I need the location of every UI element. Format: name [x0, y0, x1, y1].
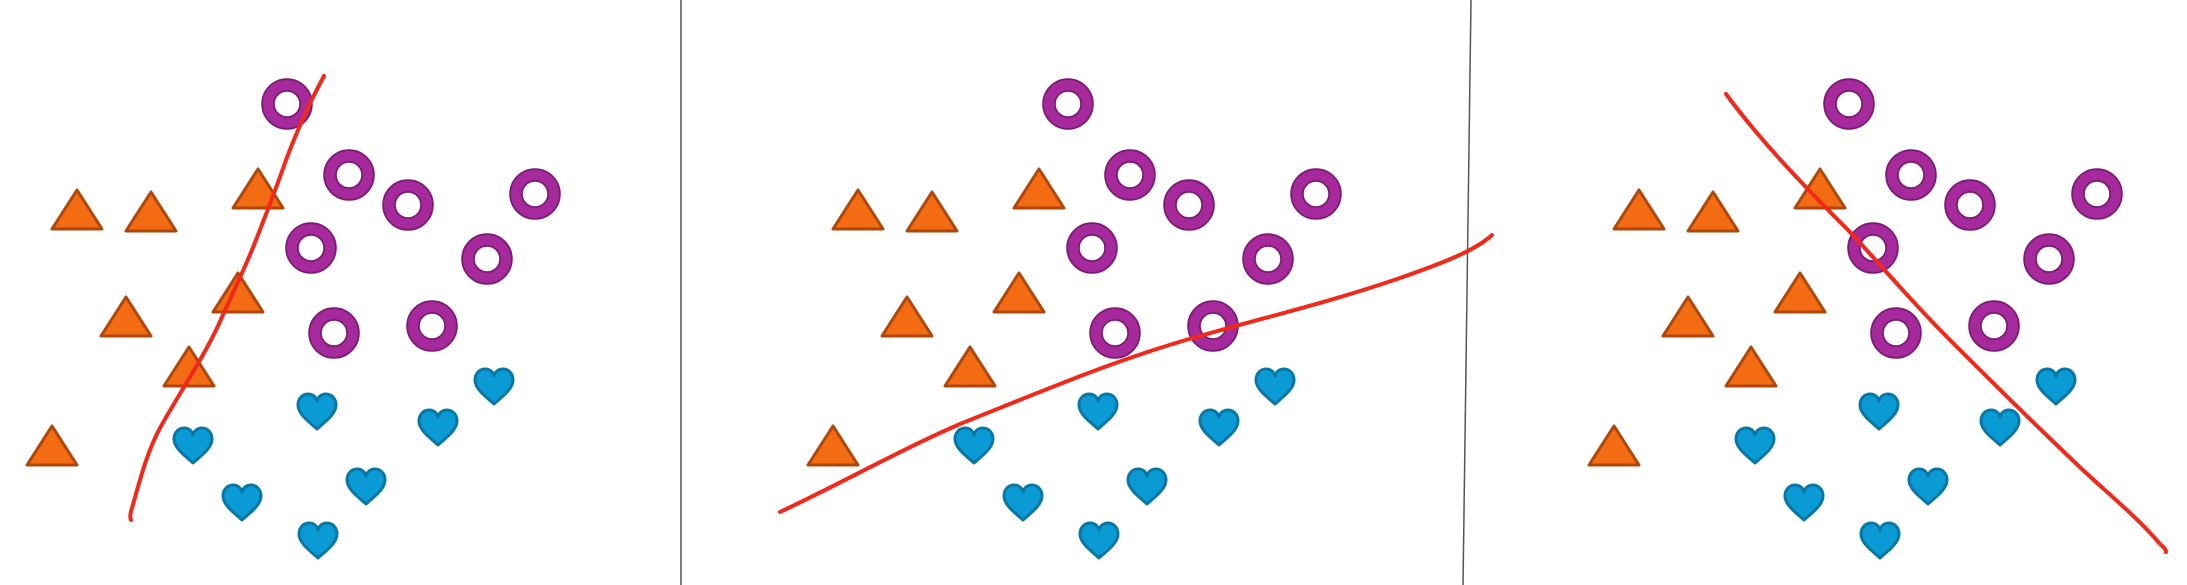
- panel-divider-2: [1462, 0, 1472, 585]
- ring-icon: [1194, 307, 1232, 345]
- triangle-icon: [880, 295, 934, 338]
- heart-icon: [1859, 521, 1901, 560]
- heart-icon: [2035, 367, 2077, 406]
- ring-icon: [389, 186, 427, 224]
- ring-icon: [2078, 175, 2116, 213]
- ring-icon: [1049, 85, 1087, 123]
- triangle-icon: [1612, 188, 1666, 231]
- heart-icon: [473, 367, 515, 406]
- heart-icon: [296, 392, 338, 431]
- ring-icon: [1249, 240, 1287, 278]
- ring-icon: [268, 85, 306, 123]
- triangle-icon: [50, 188, 104, 231]
- decision-boundary-shallow-line: [778, 233, 1494, 514]
- ring-icon: [1951, 186, 1989, 224]
- heart-icon: [1002, 483, 1044, 522]
- ring-icon: [468, 240, 506, 278]
- heart-icon: [1078, 521, 1120, 560]
- triangle-icon: [1012, 167, 1066, 210]
- ring-icon: [292, 229, 330, 267]
- heart-icon: [417, 408, 459, 447]
- panel-1: [25, 74, 554, 560]
- triangle-icon: [806, 424, 860, 467]
- triangle-icon: [1661, 295, 1715, 338]
- heart-icon: [1254, 367, 1296, 406]
- heart-icon: [1907, 467, 1949, 506]
- heart-icon: [953, 426, 995, 465]
- ring-icon: [516, 175, 554, 213]
- ring-icon: [315, 314, 353, 352]
- heart-icon: [1858, 392, 1900, 431]
- panel-2: [778, 85, 1494, 560]
- ring-icon: [1170, 186, 1208, 224]
- heart-icon: [172, 426, 214, 465]
- ring-icon: [1111, 156, 1149, 194]
- ring-icon: [413, 307, 451, 345]
- heart-icon: [1198, 408, 1240, 447]
- triangle-icon: [992, 271, 1046, 314]
- triangle-icon: [1724, 345, 1778, 388]
- triangle-icon: [1773, 271, 1827, 314]
- heart-icon: [1734, 426, 1776, 465]
- ring-icon: [1073, 229, 1111, 267]
- triangle-icon: [124, 190, 178, 233]
- decision-boundary-steep-line: [128, 74, 326, 522]
- triangle-icon: [25, 424, 79, 467]
- triangle-icon: [943, 345, 997, 388]
- ring-icon: [2030, 240, 2068, 278]
- ring-icon: [1892, 156, 1930, 194]
- ring-icon: [1975, 307, 2013, 345]
- heart-icon: [1126, 467, 1168, 506]
- ring-icon: [1096, 314, 1134, 352]
- heart-icon: [1077, 392, 1119, 431]
- triangle-icon: [99, 295, 153, 338]
- ring-icon: [1877, 314, 1915, 352]
- decision-boundary-diagonal-line: [1724, 92, 2168, 554]
- heart-icon: [345, 467, 387, 506]
- ring-icon: [1297, 175, 1335, 213]
- heart-icon: [297, 521, 339, 560]
- ring-icon: [1830, 85, 1868, 123]
- panel-3: [1587, 85, 2168, 560]
- heart-icon: [1979, 408, 2021, 447]
- triangle-icon: [905, 190, 959, 233]
- triangle-icon: [831, 188, 885, 231]
- heart-icon: [221, 483, 263, 522]
- heart-icon: [1783, 483, 1825, 522]
- triangle-icon: [1587, 424, 1641, 467]
- ring-icon: [330, 156, 368, 194]
- ring-icon: [1854, 229, 1892, 267]
- triangle-icon: [1686, 190, 1740, 233]
